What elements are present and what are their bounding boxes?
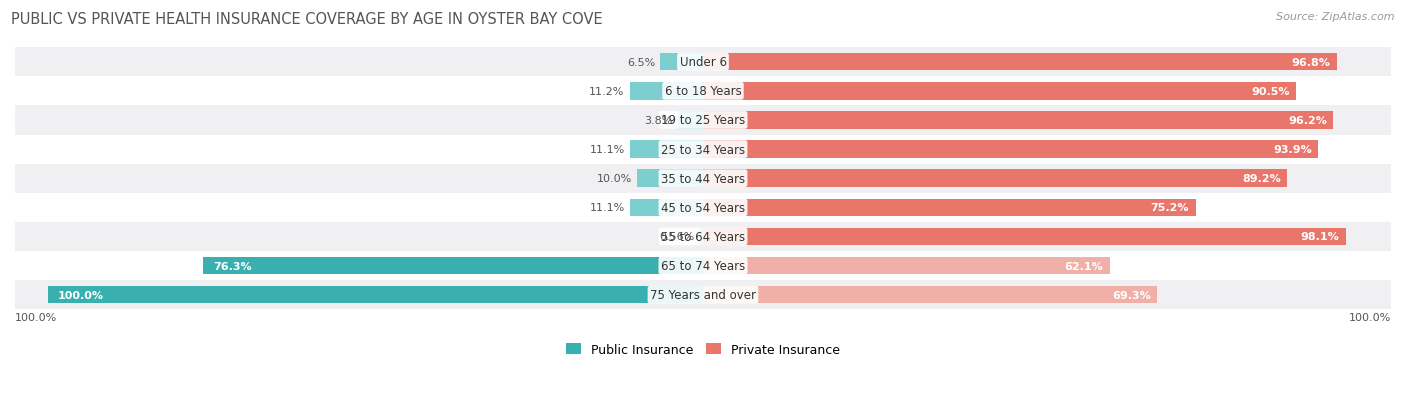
FancyBboxPatch shape [703, 170, 1288, 188]
FancyBboxPatch shape [202, 257, 703, 275]
Legend: Public Insurance, Private Insurance: Public Insurance, Private Insurance [561, 338, 845, 361]
FancyBboxPatch shape [703, 83, 1296, 100]
Text: 3.8%: 3.8% [644, 116, 673, 126]
Text: 11.1%: 11.1% [589, 203, 626, 213]
Text: 62.1%: 62.1% [1064, 261, 1104, 271]
Text: PUBLIC VS PRIVATE HEALTH INSURANCE COVERAGE BY AGE IN OYSTER BAY COVE: PUBLIC VS PRIVATE HEALTH INSURANCE COVER… [11, 12, 603, 27]
FancyBboxPatch shape [15, 252, 1391, 280]
Text: 90.5%: 90.5% [1251, 87, 1289, 97]
FancyBboxPatch shape [703, 199, 1195, 216]
Text: 0.56%: 0.56% [659, 232, 695, 242]
FancyBboxPatch shape [703, 257, 1109, 275]
FancyBboxPatch shape [703, 54, 1337, 71]
Text: 100.0%: 100.0% [58, 290, 104, 300]
Text: 10.0%: 10.0% [598, 174, 633, 184]
Text: 6 to 18 Years: 6 to 18 Years [665, 85, 741, 98]
FancyBboxPatch shape [15, 135, 1391, 164]
FancyBboxPatch shape [678, 112, 703, 129]
FancyBboxPatch shape [699, 228, 703, 246]
Text: 93.9%: 93.9% [1272, 145, 1312, 155]
FancyBboxPatch shape [48, 286, 703, 304]
Text: 96.2%: 96.2% [1288, 116, 1327, 126]
Text: 96.8%: 96.8% [1292, 57, 1330, 67]
Text: 35 to 44 Years: 35 to 44 Years [661, 172, 745, 185]
Text: 98.1%: 98.1% [1301, 232, 1340, 242]
Text: 25 to 34 Years: 25 to 34 Years [661, 143, 745, 156]
Text: 45 to 54 Years: 45 to 54 Years [661, 202, 745, 214]
Text: 100.0%: 100.0% [15, 312, 58, 322]
FancyBboxPatch shape [703, 228, 1346, 246]
FancyBboxPatch shape [15, 164, 1391, 193]
FancyBboxPatch shape [703, 141, 1319, 159]
Text: 6.5%: 6.5% [627, 57, 655, 67]
FancyBboxPatch shape [15, 106, 1391, 135]
Text: 76.3%: 76.3% [212, 261, 252, 271]
FancyBboxPatch shape [661, 54, 703, 71]
Text: 75 Years and over: 75 Years and over [650, 289, 756, 301]
FancyBboxPatch shape [637, 170, 703, 188]
FancyBboxPatch shape [15, 193, 1391, 222]
FancyBboxPatch shape [630, 199, 703, 216]
FancyBboxPatch shape [15, 222, 1391, 252]
FancyBboxPatch shape [630, 83, 703, 100]
FancyBboxPatch shape [15, 280, 1391, 309]
FancyBboxPatch shape [15, 77, 1391, 106]
Text: Under 6: Under 6 [679, 56, 727, 69]
Text: 19 to 25 Years: 19 to 25 Years [661, 114, 745, 127]
Text: 11.1%: 11.1% [589, 145, 626, 155]
FancyBboxPatch shape [703, 112, 1333, 129]
Text: 55 to 64 Years: 55 to 64 Years [661, 230, 745, 243]
FancyBboxPatch shape [15, 48, 1391, 77]
Text: Source: ZipAtlas.com: Source: ZipAtlas.com [1277, 12, 1395, 22]
Text: 89.2%: 89.2% [1241, 174, 1281, 184]
FancyBboxPatch shape [630, 141, 703, 159]
Text: 11.2%: 11.2% [589, 87, 624, 97]
FancyBboxPatch shape [703, 286, 1157, 304]
Text: 69.3%: 69.3% [1112, 290, 1150, 300]
Text: 100.0%: 100.0% [1348, 312, 1391, 322]
Text: 65 to 74 Years: 65 to 74 Years [661, 259, 745, 273]
Text: 75.2%: 75.2% [1150, 203, 1189, 213]
